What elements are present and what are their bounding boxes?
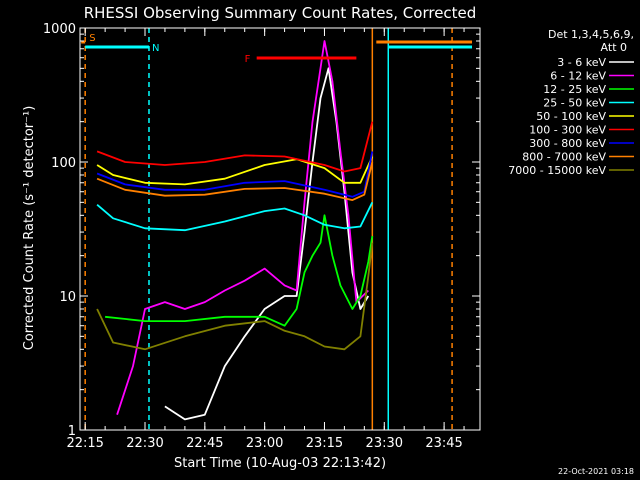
series-line	[105, 214, 374, 327]
x-axis-label: Start Time (10-Aug-03 22:13:42)	[174, 456, 386, 471]
legend-label: 12 - 25 keV	[543, 83, 606, 96]
axes: 22:15 22:30 22:45 23:00 23:15 23:30 23:45 1 10 10…	[43, 22, 481, 451]
series-group	[96, 40, 374, 421]
flag-label: F	[245, 54, 251, 65]
legend-label: 100 - 300 keV	[529, 124, 606, 137]
series-line	[96, 121, 374, 173]
legend-label: 800 - 7000 keV	[522, 151, 606, 164]
legend-header-line2: Att 0	[601, 41, 627, 54]
legend-header-line1: Det 1,3,4,5,6,9,	[548, 28, 634, 41]
y-tick-label: 10	[59, 290, 76, 305]
chart-title: RHESSI Observing Summary Count Rates, Co…	[84, 4, 477, 22]
x-tick-label: 22:15	[66, 436, 103, 451]
x-tick-label: 23:30	[366, 436, 403, 451]
y-axis-label: Corrected Count Rate (s⁻¹ detector⁻¹)	[22, 106, 37, 351]
y-tick-label: 1	[68, 424, 76, 439]
legend-label: 3 - 6 keV	[557, 56, 606, 69]
x-tick-label: 22:30	[126, 436, 163, 451]
legend-label: 300 - 800 keV	[529, 137, 606, 150]
legend-label: 25 - 50 keV	[543, 97, 606, 110]
flag-bars: S N F	[81, 33, 473, 65]
vertical-markers	[84, 28, 453, 430]
y-tick-label: 1000	[43, 22, 76, 37]
x-tick-label: 23:00	[246, 436, 283, 451]
series-line	[96, 151, 374, 198]
x-tick-label: 23:45	[425, 436, 462, 451]
legend-label: 6 - 12 keV	[550, 70, 606, 83]
series-line	[96, 242, 374, 351]
series-line	[164, 67, 370, 421]
legend-label: 7000 - 15000 keV	[508, 164, 606, 177]
x-tick-label: 23:15	[306, 436, 343, 451]
legend-label: 50 - 100 keV	[536, 110, 606, 123]
x-tick-label: 22:45	[186, 436, 223, 451]
series-line	[96, 161, 374, 202]
series-line	[116, 40, 369, 415]
timestamp: 22-Oct-2021 03:18	[558, 467, 634, 476]
flag-label: N	[152, 43, 159, 54]
flag-label: S	[89, 33, 95, 44]
series-line	[96, 201, 374, 232]
y-tick-label: 100	[51, 156, 76, 171]
plot-frame	[79, 27, 481, 431]
series-line	[96, 156, 374, 186]
